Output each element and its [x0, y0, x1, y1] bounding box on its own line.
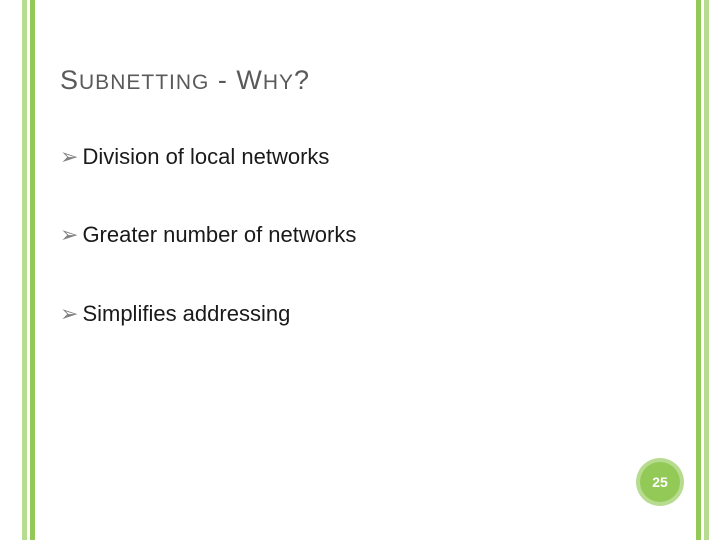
bullet-arrow-icon: ➢: [60, 144, 78, 170]
bullet-text: Greater number of networks: [82, 222, 356, 248]
slide-title: SUBNETTING - WHY?: [60, 65, 680, 96]
right-outer-stripe: [704, 0, 709, 540]
bullet-text: Simplifies addressing: [82, 301, 290, 327]
bullet-list: ➢Division of local networks➢Greater numb…: [60, 144, 680, 327]
title-part: S: [60, 65, 79, 95]
title-part: W: [236, 65, 262, 95]
bullet-arrow-icon: ➢: [60, 222, 78, 248]
right-inner-stripe: [696, 0, 701, 540]
title-q: ?: [294, 65, 310, 95]
bullet-item: ➢Greater number of networks: [60, 222, 680, 248]
bullet-item: ➢Simplifies addressing: [60, 301, 680, 327]
page-number: 25: [652, 474, 668, 490]
title-part: UBNETTING: [79, 71, 209, 94]
bullet-item: ➢Division of local networks: [60, 144, 680, 170]
left-inner-stripe: [30, 0, 35, 540]
left-outer-stripe: [22, 0, 27, 540]
page-number-badge: 25: [640, 462, 680, 502]
bullet-text: Division of local networks: [82, 144, 329, 170]
slide-content: SUBNETTING - WHY? ➢Division of local net…: [60, 65, 680, 379]
bullet-arrow-icon: ➢: [60, 301, 78, 327]
title-sep: -: [209, 65, 236, 95]
title-part: HY: [263, 71, 294, 94]
